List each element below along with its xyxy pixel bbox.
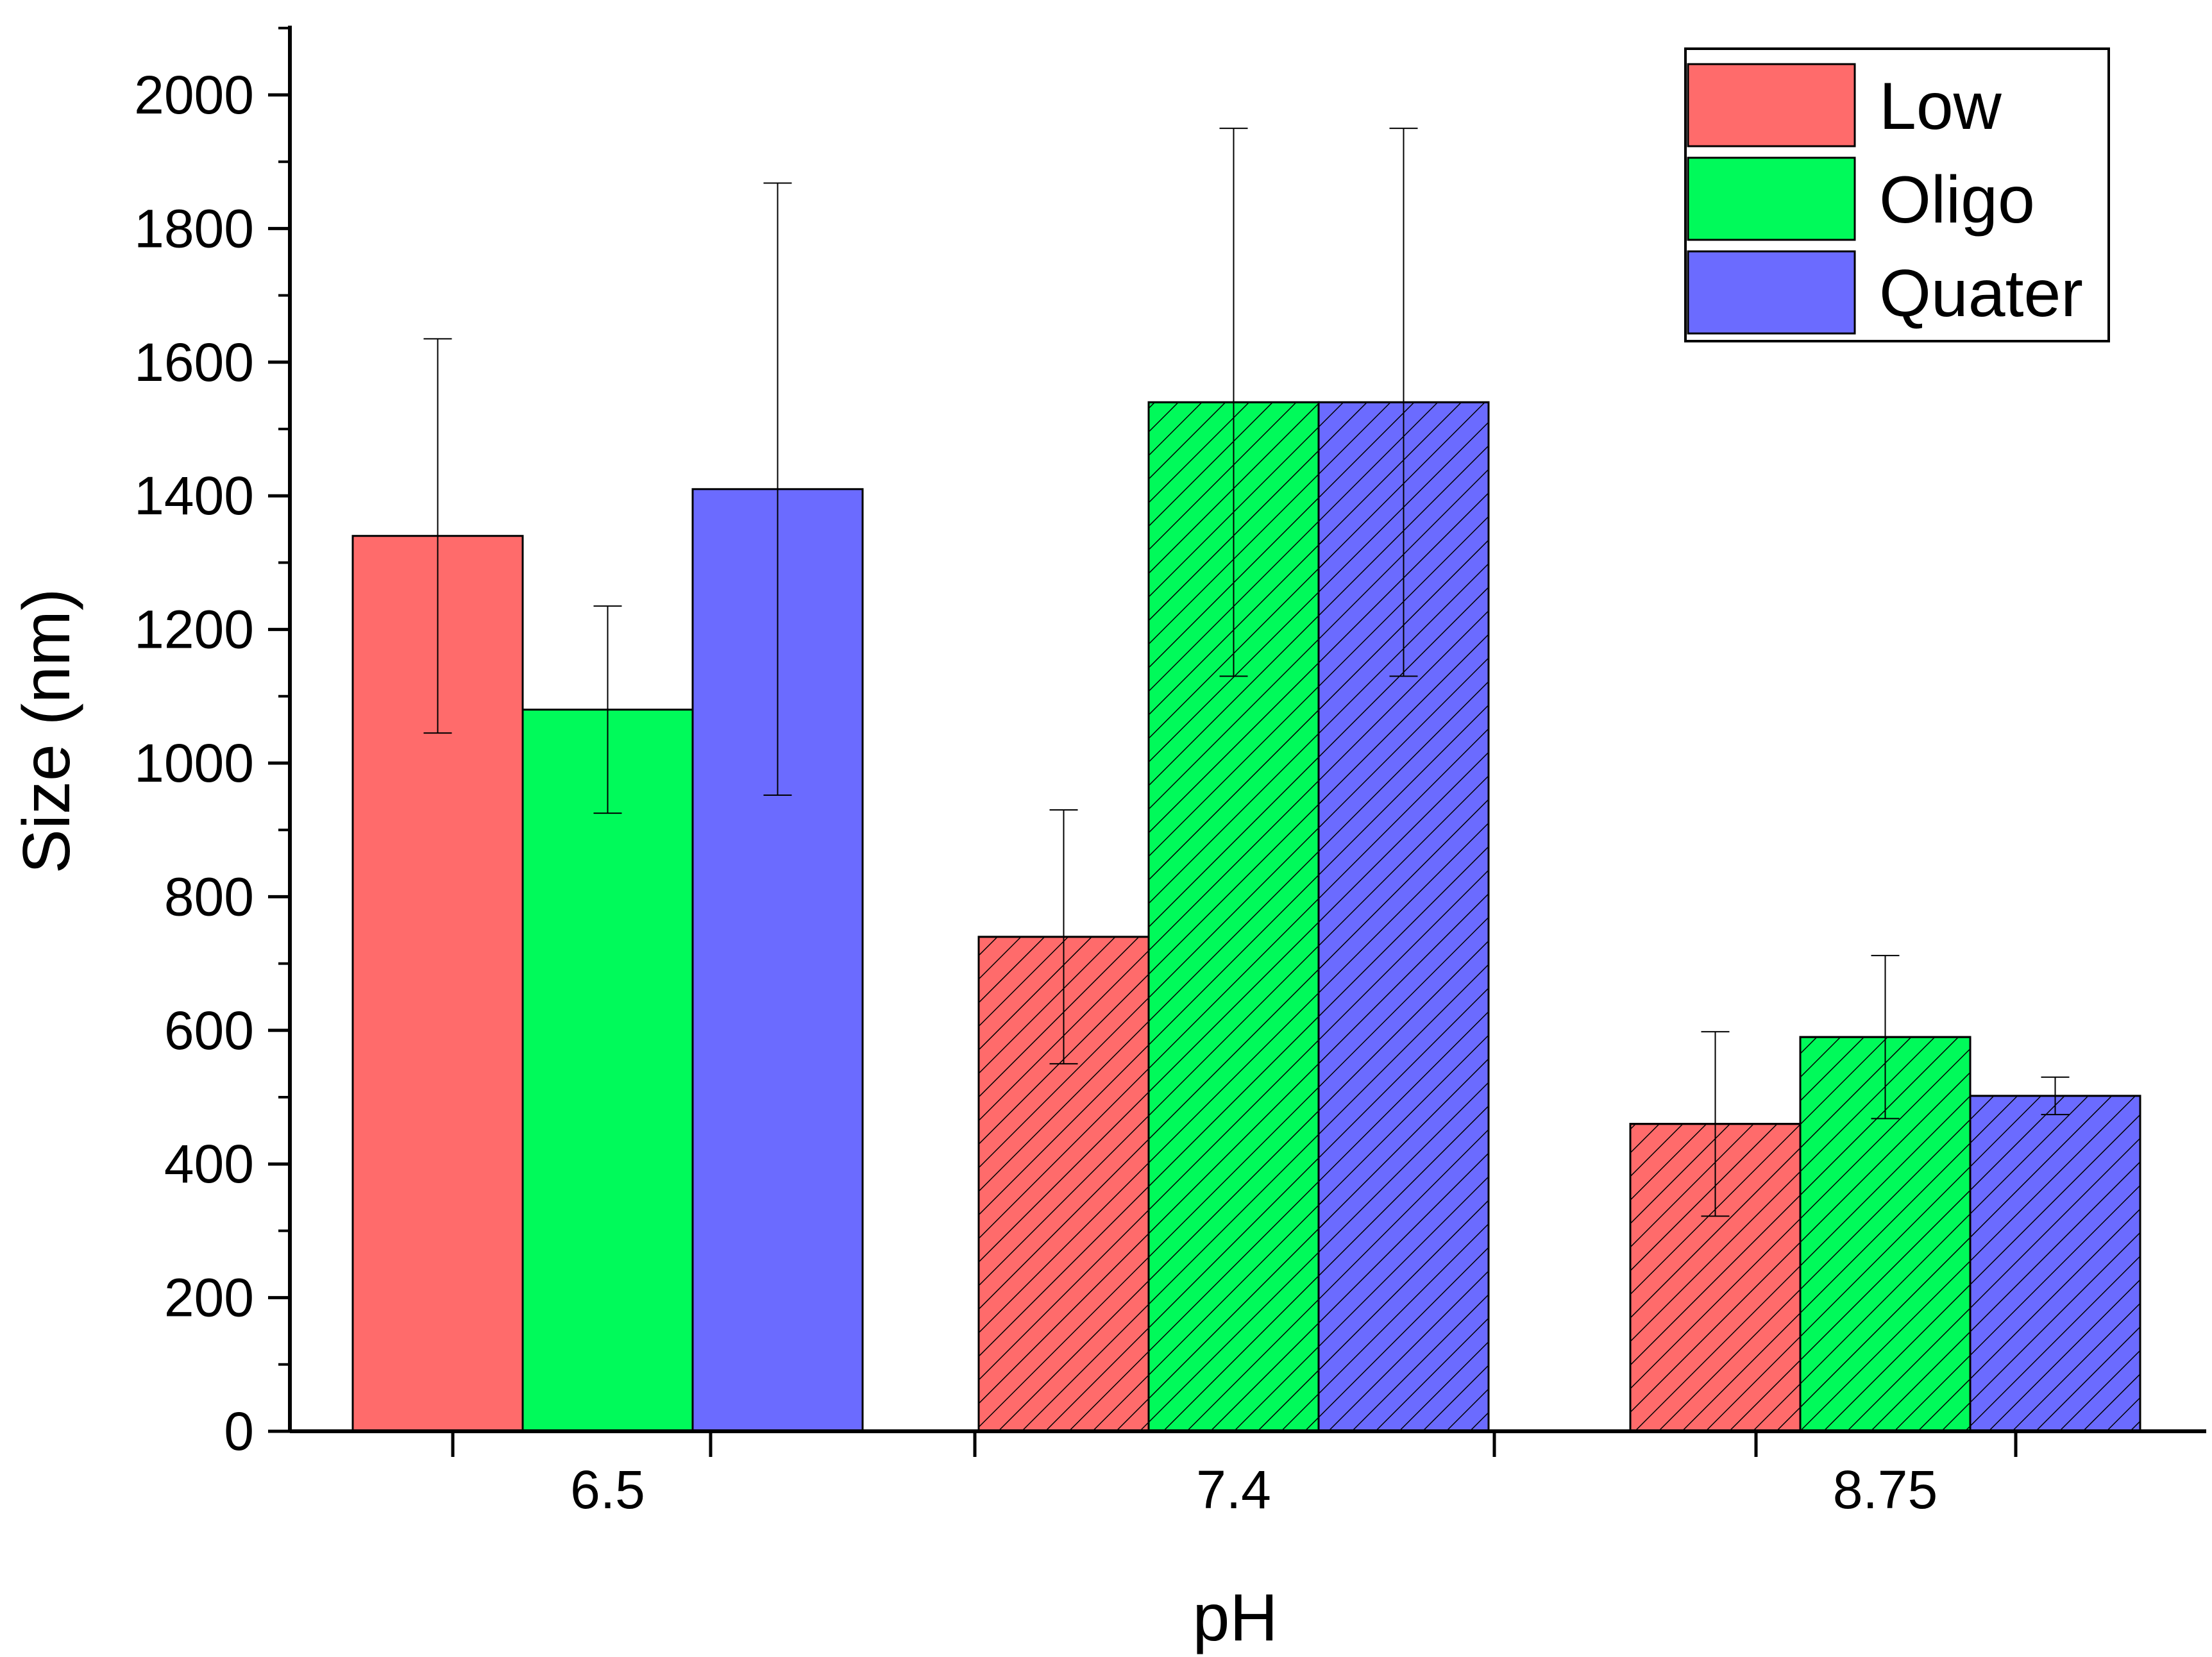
y-tick-label: 1800 (134, 198, 254, 258)
y-tick-label: 1600 (134, 332, 254, 392)
legend-label-oligo: Oligo (1879, 163, 2035, 237)
y-tick-label: 600 (164, 1000, 254, 1061)
error-bar-oligo-8.75 (1871, 955, 1900, 1120)
error-bar-low-8.75 (1701, 1030, 1730, 1217)
y-ticks-layer: 0 200 400 600 800 1000 1200 1400 1600 1800 2000 (134, 26, 290, 1461)
x-ticks-layer: 6.5 7.4 8.75 (451, 1431, 2018, 1520)
y-axis-title: Size (nm) (10, 589, 84, 874)
bar-hatch-quater-8.75 (1969, 1095, 2141, 1433)
y-tick-label: 1000 (134, 733, 254, 793)
error-bars-layer (423, 128, 2070, 1217)
legend-swatch-oligo (1687, 156, 1856, 241)
x-axis-title: pH (1193, 1581, 1278, 1655)
legend: Low Oligo Quater (1684, 47, 2110, 342)
legend-label-low: Low (1879, 69, 2002, 144)
y-tick-label: 1200 (134, 600, 254, 660)
x-tick-label-7.4: 7.4 (1196, 1459, 1271, 1520)
bar-oligo-6.5 (521, 709, 694, 1433)
error-bar-low-7.4 (1049, 809, 1078, 1064)
y-tick-label: 400 (164, 1134, 254, 1194)
error-bar-quater-8.75 (2041, 1076, 2070, 1116)
y-tick-label: 1400 (134, 466, 254, 526)
bars-layer (351, 401, 2141, 1433)
legend-swatch-low (1687, 63, 1856, 147)
error-bar-low-6.5 (423, 338, 452, 734)
legend-swatch-quater (1687, 250, 1856, 335)
error-bar-oligo-6.5 (593, 605, 622, 814)
x-tick-label-6.5: 6.5 (570, 1459, 645, 1520)
error-bar-oligo-7.4 (1219, 128, 1248, 677)
legend-label-quater: Quater (1879, 257, 2083, 331)
y-tick-label: 2000 (134, 65, 254, 125)
y-tick-label: 800 (164, 866, 254, 927)
y-tick-label: 0 (224, 1401, 254, 1461)
error-bar-quater-6.5 (763, 182, 792, 796)
error-bar-quater-7.4 (1389, 128, 1418, 677)
x-tick-label-8.75: 8.75 (1833, 1459, 1938, 1520)
y-tick-label: 200 (164, 1268, 254, 1328)
